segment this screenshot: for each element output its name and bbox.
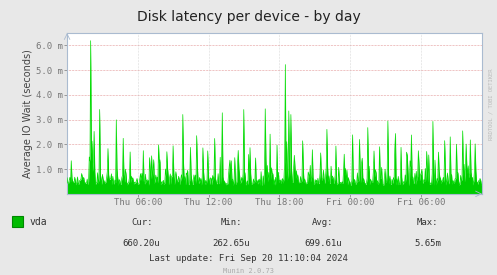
- Text: Disk latency per device - by day: Disk latency per device - by day: [137, 10, 360, 24]
- Text: Min:: Min:: [220, 218, 242, 227]
- Text: Last update: Fri Sep 20 11:10:04 2024: Last update: Fri Sep 20 11:10:04 2024: [149, 254, 348, 263]
- Text: RRDTOOL / TOBI OETIKER: RRDTOOL / TOBI OETIKER: [489, 69, 494, 140]
- Text: 5.65m: 5.65m: [414, 238, 441, 248]
- Text: Avg:: Avg:: [312, 218, 334, 227]
- Text: 660.20u: 660.20u: [123, 238, 161, 248]
- Text: 699.61u: 699.61u: [304, 238, 342, 248]
- Text: 262.65u: 262.65u: [212, 238, 250, 248]
- Text: vda: vda: [29, 217, 47, 227]
- Y-axis label: Average IO Wait (seconds): Average IO Wait (seconds): [23, 49, 33, 178]
- Text: Munin 2.0.73: Munin 2.0.73: [223, 268, 274, 274]
- Text: Cur:: Cur:: [131, 218, 153, 227]
- Text: Max:: Max:: [416, 218, 438, 227]
